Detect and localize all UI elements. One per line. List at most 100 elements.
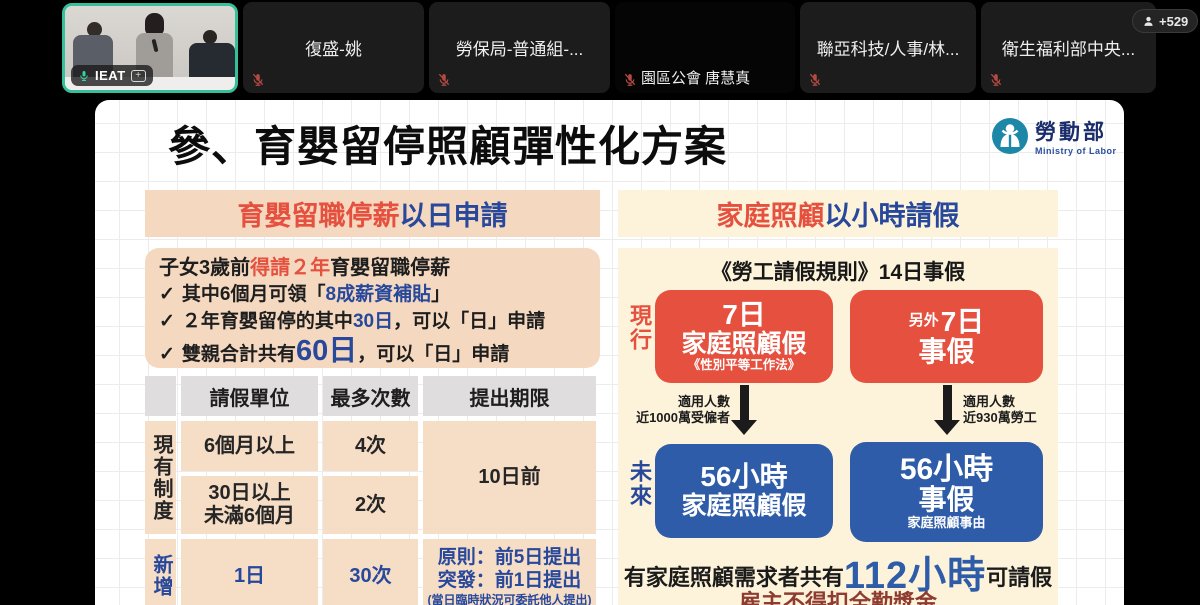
- no-penalty-note: 雇主不得扣全勤獎金: [738, 590, 937, 605]
- box-line: 事假: [918, 336, 975, 367]
- participant-name: 復盛-姚: [305, 40, 362, 59]
- cell-line: 30日以上: [208, 482, 291, 504]
- table-cell: 6個月以上: [181, 421, 318, 471]
- bullet-text: 其中6個月可領「: [181, 284, 326, 305]
- bullet-line: ✓ ２年育嬰留停的其中30日，可以「日」申請: [159, 308, 588, 335]
- person-icon: [1144, 16, 1153, 26]
- person-silhouette: [87, 22, 102, 37]
- box-line: 家庭照顧假: [681, 492, 807, 520]
- video-tile[interactable]: 復盛-姚: [243, 2, 424, 93]
- mic-muted-icon: [438, 73, 450, 86]
- label-line: 適用人數: [677, 394, 730, 409]
- check-icon: ✓: [159, 284, 175, 305]
- box-line: 7日: [722, 299, 766, 330]
- summary-text: 育嬰留職停薪: [330, 257, 451, 279]
- table-cell: 4次: [323, 421, 418, 471]
- expand-icon[interactable]: +: [130, 69, 146, 82]
- bullet-highlight: 60日: [295, 335, 358, 367]
- cell-note: (當日臨時狀況可委託他人提出): [427, 592, 592, 605]
- check-icon: ✓: [159, 344, 175, 365]
- cell-line: 原則：前5日提出: [437, 546, 582, 568]
- future-label: 未來: [627, 460, 652, 508]
- right-header-red: 家庭照顧: [716, 201, 825, 231]
- total-text: 可請假: [986, 565, 1053, 590]
- box-line: 56小時: [700, 461, 788, 492]
- total-hours: 112小時: [843, 555, 987, 597]
- bullet-text: ２年育嬰留停的其中: [181, 311, 353, 332]
- labor-leave-rule-line: 《勞工請假規則》14日事假: [710, 261, 966, 284]
- slide-title: 參、育嬰留停照顧彈性化方案: [168, 123, 728, 170]
- leave-rules-table: 請假單位 最多次數 提出期限 現有制度 6個月以上 4次 10日前 30日以上 …: [145, 376, 596, 605]
- left-section-header: 育嬰留職停薪 以日申請: [145, 190, 600, 237]
- bullet-highlight: 30日: [352, 311, 394, 332]
- box-line: 事假: [918, 483, 975, 515]
- mic-muted-icon: [990, 73, 1002, 86]
- participant-name: 園區公會 唐慧真: [641, 70, 751, 87]
- participant-name: 衛生福利部中央...: [1001, 40, 1136, 59]
- table-cell: 2次: [323, 476, 418, 534]
- box-text: 7日: [940, 306, 985, 337]
- right-section-header: 家庭照顧 以小時請假: [618, 190, 1058, 237]
- arrow-label-left: 適用人數 近1000萬受僱者: [618, 394, 730, 426]
- more-participants-badge[interactable]: +529: [1132, 9, 1199, 33]
- participant-name: 聯亞科技/人事/林...: [816, 40, 960, 59]
- cell-line: 未滿6個月: [203, 505, 296, 527]
- current-family-care-box: 7日 家庭照顧假 《性別平等工作法》: [655, 290, 833, 383]
- bullet-text: 」: [431, 284, 451, 305]
- summary-highlight: 得請２年: [250, 257, 331, 279]
- column-header-times: 最多次數: [323, 376, 418, 416]
- summary-text: 子女3歲前: [159, 257, 251, 279]
- mic-muted-icon: [624, 73, 636, 86]
- down-arrow-head: [934, 420, 960, 435]
- more-count: +529: [1159, 13, 1189, 29]
- box-prefix: 另外: [908, 312, 939, 329]
- cell-line: 突發：前1日提出: [437, 569, 582, 591]
- box-line: 另外7日: [909, 306, 985, 337]
- ministry-logo-name: 勞動部: [1035, 121, 1107, 144]
- table-cell: 30日以上 未滿6個月: [181, 476, 318, 534]
- table-cell-deadline-current: 10日前: [423, 421, 596, 534]
- left-header-blue: 以日申請: [399, 201, 508, 231]
- ministry-logo: 勞動部 Ministry of Labor: [991, 116, 1117, 156]
- label-line: 近930萬勞工: [963, 410, 1037, 425]
- check-icon: ✓: [159, 311, 175, 332]
- speaker-name: IEAT: [95, 68, 126, 83]
- table-cell-deadline-new: 原則：前5日提出 突發：前1日提出 (當日臨時狀況可委託他人提出): [423, 539, 596, 605]
- bullet-text: ，可以「日」申請: [357, 344, 510, 365]
- person-silhouette: [145, 13, 164, 35]
- video-tile[interactable]: 園區公會 唐慧真: [615, 2, 795, 93]
- total-text: 有家庭照顧需求者共有: [623, 565, 844, 590]
- bullet-line: ✓ 雙親合計共有60日，可以「日」申請: [159, 335, 588, 371]
- ministry-logo-icon: [992, 118, 1028, 154]
- ministry-logo-subtitle: Ministry of Labor: [1035, 146, 1117, 156]
- mic-on-icon: [80, 70, 88, 81]
- down-arrow: [943, 385, 952, 421]
- column-header-deadline: 提出期限: [423, 376, 596, 416]
- mic-muted-icon: [809, 73, 821, 86]
- current-label: 現行: [627, 304, 652, 352]
- table-cell: 30次: [323, 539, 418, 605]
- video-tile[interactable]: 勞保局-普通組-...: [429, 2, 610, 93]
- box-line: 《性別平等工作法》: [687, 358, 801, 372]
- bullet-line: ✓ 其中6個月可領「8成薪資補貼」: [159, 281, 588, 308]
- current-personal-leave-box: 另外7日 事假: [850, 290, 1043, 383]
- video-tile[interactable]: 衛生福利部中央...: [981, 2, 1156, 93]
- box-line: 家庭照顧事由: [907, 514, 986, 530]
- shared-screen-slide: 參、育嬰留停照顧彈性化方案 勞動部 Ministry of Labor 育嬰留職…: [95, 100, 1124, 605]
- future-family-care-box: 56小時 家庭照顧假: [655, 444, 833, 538]
- column-header-unit: 請假單位: [181, 376, 318, 416]
- person-silhouette: [203, 30, 217, 44]
- table-corner-cell: [145, 376, 176, 416]
- total-hours-line: 有家庭照顧需求者共有112小時可請假: [618, 544, 1058, 599]
- down-arrow-head: [731, 420, 757, 435]
- right-header-blue: 以小時請假: [824, 201, 960, 231]
- row-group-new: 新增: [145, 539, 176, 605]
- arrow-label-right: 適用人數 近930萬勞工: [963, 394, 1058, 426]
- summary-line: 子女3歲前得請２年育嬰留職停薪: [159, 255, 588, 281]
- future-personal-leave-box: 56小時 事假 家庭照顧事由: [850, 442, 1043, 542]
- bullet-text: ，可以「日」申請: [393, 311, 546, 332]
- label-line: 適用人數: [963, 394, 1016, 409]
- video-tile-active-speaker[interactable]: IEAT +: [62, 3, 238, 93]
- video-tile[interactable]: 聯亞科技/人事/林...: [800, 2, 976, 93]
